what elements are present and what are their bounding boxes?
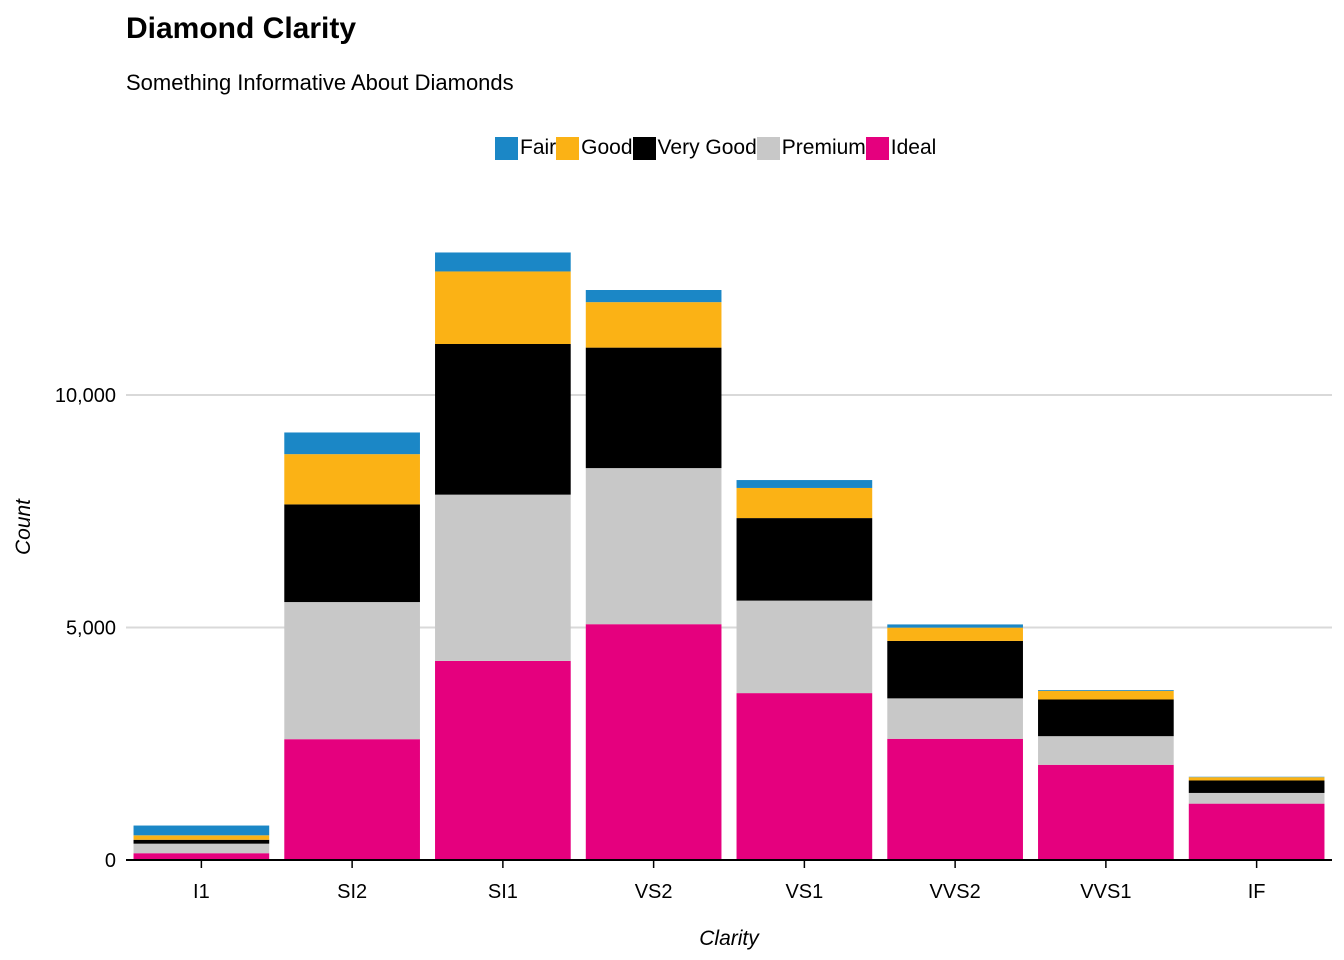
bar-si2-ideal bbox=[284, 739, 420, 860]
y-tick-label: 10,000 bbox=[55, 385, 116, 407]
bar-i1-very-good bbox=[133, 839, 270, 844]
y-axis-label: Count bbox=[12, 498, 35, 555]
chart-subtitle: Something Informative About Diamonds bbox=[126, 70, 514, 95]
bar-if-ideal bbox=[1188, 803, 1325, 860]
bar-if-premium bbox=[1188, 792, 1325, 804]
bar-vvs2-good bbox=[887, 627, 1023, 641]
legend-swatch bbox=[632, 136, 656, 160]
bar-si1-very-good bbox=[435, 343, 571, 495]
x-tick-label: I1 bbox=[193, 881, 210, 903]
x-tick-label: VVS1 bbox=[1080, 881, 1131, 903]
bar-vvs2-ideal bbox=[887, 738, 1023, 860]
legend-swatch bbox=[865, 136, 889, 160]
legend-item-good: Good bbox=[556, 136, 633, 160]
axes: 0 5,000 10,000 I1 SI2 SI1 VS2 VS1 VVS2 VVS1 IF bbox=[55, 385, 1332, 903]
bar-vvs2-premium bbox=[887, 698, 1023, 739]
bar-vvs1-ideal bbox=[1038, 764, 1174, 860]
bar-vs2-very-good bbox=[585, 347, 722, 469]
legend-swatch bbox=[495, 136, 518, 160]
legend-label: Ideal bbox=[890, 136, 937, 159]
legend-swatch bbox=[556, 136, 580, 160]
legend-label: Premium bbox=[781, 136, 866, 159]
legend-item-fair: Fair bbox=[495, 136, 556, 160]
bar-i1-good bbox=[133, 835, 270, 840]
bar-vvs1-good bbox=[1038, 690, 1174, 700]
bar-if-good bbox=[1188, 777, 1325, 781]
bar-vvs1-very-good bbox=[1038, 699, 1174, 737]
x-tick-label: SI1 bbox=[488, 881, 518, 903]
legend-swatch bbox=[756, 136, 780, 160]
x-axis-label: Clarity bbox=[699, 927, 760, 950]
bar-si1-premium bbox=[435, 494, 571, 661]
legend-label: Good bbox=[581, 136, 633, 159]
bar-si2-fair bbox=[284, 432, 420, 455]
y-tick-label: 0 bbox=[105, 850, 116, 872]
bar-vvs2-very-good bbox=[887, 640, 1023, 699]
bar-si2-premium bbox=[284, 602, 420, 740]
bar-vvs1-premium bbox=[1038, 736, 1174, 765]
bar-i1-premium bbox=[133, 843, 270, 854]
x-tick-label: VVS2 bbox=[930, 881, 981, 903]
bar-si1-fair bbox=[435, 252, 571, 272]
bar-si2-good bbox=[284, 454, 420, 505]
x-tick-label: VS1 bbox=[785, 881, 823, 903]
bar-vs1-ideal bbox=[736, 693, 873, 860]
bar-vs2-ideal bbox=[585, 624, 722, 860]
bar-vs2-good bbox=[585, 302, 722, 348]
x-tick-label: SI2 bbox=[337, 881, 367, 903]
bar-vs2-fair bbox=[585, 290, 722, 303]
bar-i1-fair bbox=[133, 825, 270, 836]
bar-vs1-very-good bbox=[736, 518, 873, 601]
bar-vs1-premium bbox=[736, 600, 873, 694]
bar-vs1-good bbox=[736, 487, 873, 519]
bar-vs2-premium bbox=[585, 468, 722, 625]
bar-vvs2-fair bbox=[887, 624, 1023, 628]
bars bbox=[133, 252, 1325, 860]
chart-title: Diamond Clarity bbox=[126, 12, 357, 45]
bar-vvs1-fair bbox=[1038, 690, 1174, 691]
x-tick-label: VS2 bbox=[635, 881, 673, 903]
legend-label: Fair bbox=[520, 136, 557, 159]
legend-item-very-good: Very Good bbox=[632, 136, 757, 160]
bar-si2-very-good bbox=[284, 504, 420, 603]
bar-vs1-fair bbox=[736, 480, 873, 488]
legend-item-ideal: Ideal bbox=[865, 136, 937, 160]
legend-label: Very Good bbox=[657, 136, 757, 159]
y-tick-label: 5,000 bbox=[66, 618, 116, 640]
bar-si1-good bbox=[435, 271, 571, 344]
bar-if-very-good bbox=[1188, 780, 1325, 793]
legend-item-premium: Premium bbox=[756, 136, 866, 160]
chart-legend: Fair Good Very Good Premium Ideal bbox=[495, 136, 936, 160]
bar-si1-ideal bbox=[435, 660, 571, 860]
x-tick-label: IF bbox=[1248, 881, 1266, 903]
bar-i1-ideal bbox=[133, 853, 270, 860]
